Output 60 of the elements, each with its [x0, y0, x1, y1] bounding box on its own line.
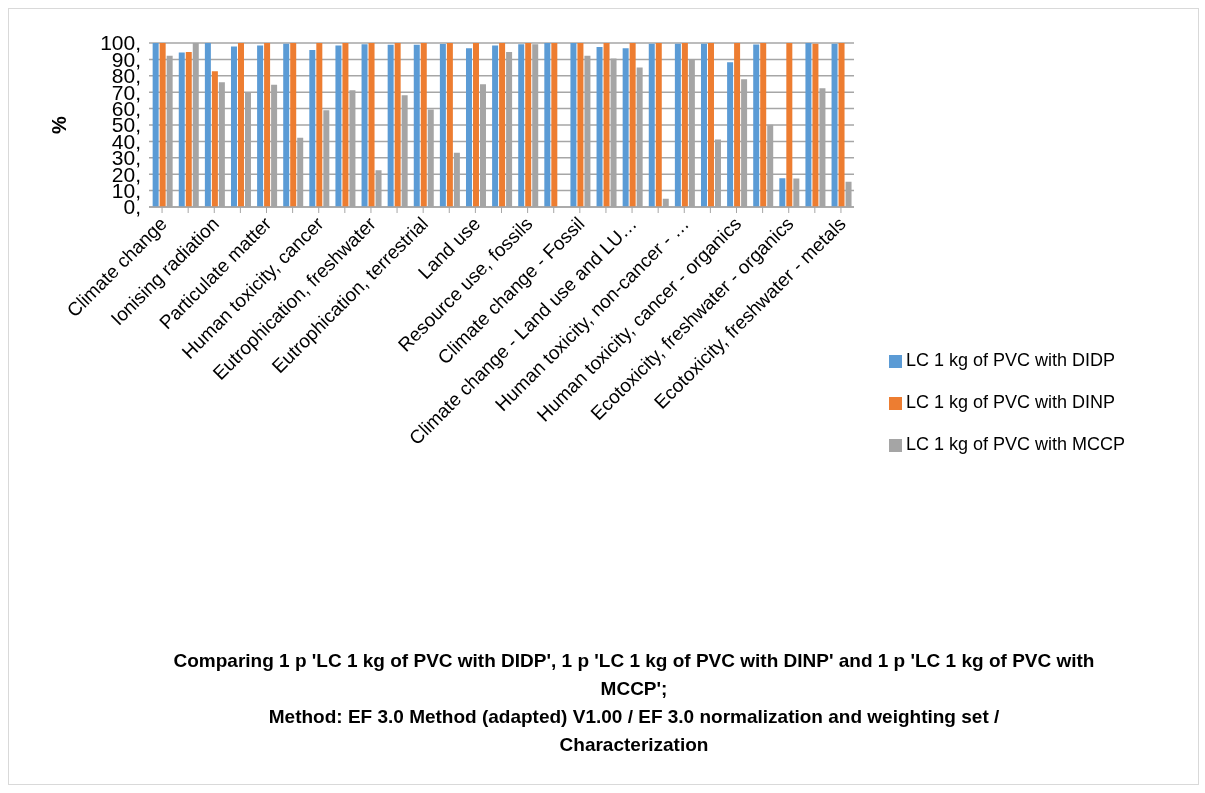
bar — [727, 62, 734, 207]
bar — [570, 43, 577, 207]
bar — [760, 43, 767, 207]
bar — [446, 43, 453, 207]
bar — [439, 43, 446, 207]
bar — [831, 43, 838, 207]
bar — [413, 44, 420, 207]
text: Comparing 1 p 'LC 1 kg of PVC with DIDP', 1 p 'LC 1 kg of PVC with DINP' and 1 p 'LC 1 kg of PVC with MCCP'; — [172, 649, 1096, 701]
bar — [603, 43, 610, 207]
bar — [838, 43, 845, 207]
bar — [420, 43, 427, 207]
bar — [812, 43, 819, 207]
legend-label: LC 1 kg of PVC with MCCP — [906, 434, 1126, 454]
bar — [185, 52, 192, 207]
bar — [655, 43, 662, 207]
bar — [283, 43, 290, 207]
bar — [230, 46, 237, 207]
bar — [204, 43, 211, 207]
bar — [159, 43, 166, 207]
bar — [674, 43, 681, 207]
bar — [309, 50, 316, 207]
bar — [518, 44, 525, 207]
y-axis-title: % — [48, 115, 71, 134]
bar — [577, 43, 584, 207]
bar — [290, 43, 297, 207]
bar — [316, 43, 323, 207]
bar — [178, 52, 185, 207]
bar — [734, 43, 741, 207]
bar — [465, 48, 472, 207]
bar — [342, 43, 349, 207]
bar — [648, 43, 655, 207]
bar — [707, 43, 714, 207]
bar — [786, 43, 793, 207]
bar — [681, 43, 688, 207]
text: Method: EF 3.0 Method (adapted) V1.00 / EF 3.0 normalization and weighting set / Characterization — [267, 705, 1001, 757]
bar — [622, 48, 629, 207]
bar — [472, 43, 479, 207]
bar — [805, 43, 812, 207]
bar — [368, 43, 375, 207]
bar — [629, 43, 636, 207]
bar — [544, 43, 551, 207]
bar — [551, 43, 558, 207]
bar — [596, 47, 603, 207]
bar — [753, 44, 760, 207]
legend-label: LC 1 kg of PVC with DINP — [906, 392, 1116, 412]
bar — [779, 178, 786, 207]
bar — [335, 45, 342, 207]
legend-label: LC 1 kg of PVC with DIDP — [906, 350, 1116, 370]
bar — [492, 45, 499, 207]
bar — [525, 43, 532, 207]
bar — [264, 43, 271, 207]
bar — [387, 44, 394, 207]
bar — [152, 43, 159, 207]
bar — [237, 43, 244, 207]
bar — [211, 71, 218, 207]
bar — [700, 43, 707, 207]
bar — [361, 44, 368, 207]
bar — [394, 43, 401, 207]
bar — [257, 45, 264, 207]
bar — [499, 43, 506, 207]
